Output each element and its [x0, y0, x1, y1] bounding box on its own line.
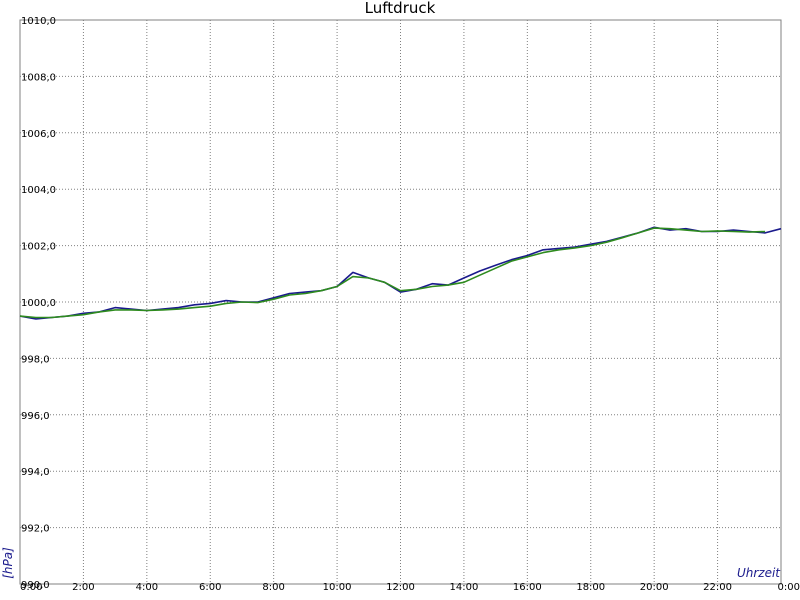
x-tick-label: 10:00 [323, 582, 352, 593]
y-tick-label: 1002,0 [21, 242, 56, 253]
y-axis-label: [hPa] [1, 547, 15, 579]
y-tick-label: 992,0 [21, 524, 50, 535]
x-tick-label: 4:00 [136, 582, 158, 593]
y-tick-label: 1010,0 [21, 16, 56, 27]
x-tick-label: 8:00 [262, 582, 284, 593]
y-tick-label: 1006,0 [21, 129, 56, 140]
x-tick-label: 22:00 [703, 582, 732, 593]
x-tick-label: 14:00 [450, 582, 479, 593]
series-line-2 [19, 227, 766, 319]
x-tick-label: 12:00 [386, 582, 415, 593]
x-tick-label: 16:00 [513, 582, 542, 593]
x-tick-label: 18:00 [576, 582, 605, 593]
y-tick-label: 1004,0 [21, 185, 56, 196]
plot-series [19, 226, 782, 320]
y-tick-label: 994,0 [21, 467, 50, 478]
chart-title: Luftdruck [365, 0, 436, 17]
x-tick-label: 0:00 [778, 582, 800, 593]
x-axis-label: Uhrzeit [737, 566, 781, 580]
x-tick-label: 20:00 [640, 582, 669, 593]
y-tick-label: 990,0 [21, 580, 50, 591]
grid [19, 19, 782, 585]
y-tick-label: 996,0 [21, 411, 50, 422]
y-tick-label: 1008,0 [21, 72, 56, 83]
x-tick-label: 0:00 [20, 582, 42, 593]
x-tick-label: 2:00 [72, 582, 94, 593]
x-axis-ticks: 0:00 2:00 4:00 6:00 8:00 10:00 12:00 14:00 16:00… [20, 582, 800, 593]
y-tick-label: 998,0 [21, 354, 50, 365]
x-tick-label: 6:00 [199, 582, 221, 593]
y-tick-label: 1000,0 [21, 298, 56, 309]
y-axis-ticks: 990,0 992,0 994,0 996,0 998,0 1000,0 1002,0 100… [21, 16, 56, 591]
